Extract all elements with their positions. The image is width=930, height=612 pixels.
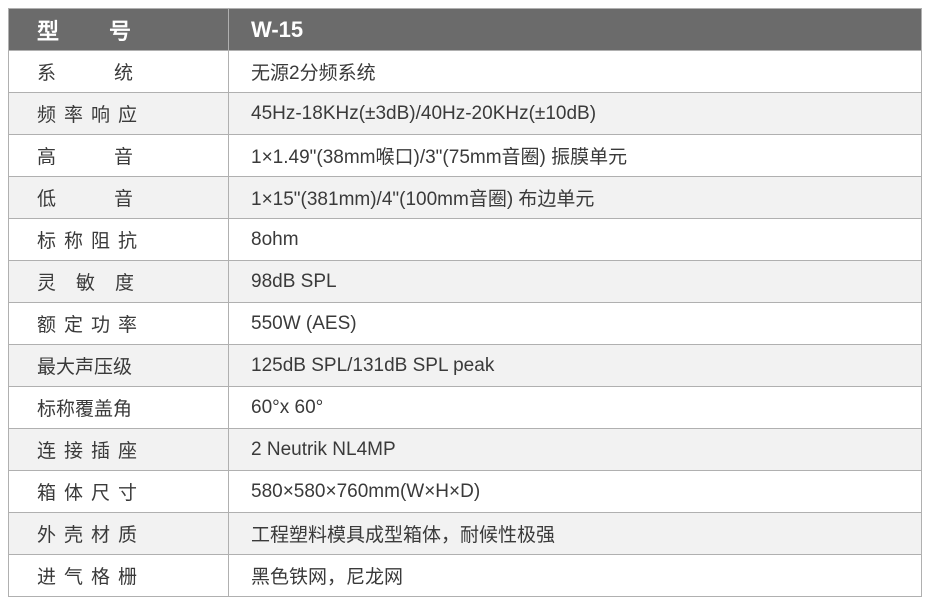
row-label: 灵敏度 [9, 261, 229, 303]
table-row: 进气格栅黑色铁网，尼龙网 [9, 555, 922, 597]
row-label: 箱体尺寸 [9, 471, 229, 513]
row-label: 高音 [9, 135, 229, 177]
row-value: 工程塑料模具成型箱体，耐候性极强 [229, 513, 922, 555]
row-label: 标称覆盖角 [9, 387, 229, 429]
row-label: 进气格栅 [9, 555, 229, 597]
row-value: 60°x 60° [229, 387, 922, 429]
table-body: 系统无源2分频系统频率响应45Hz-18KHz(±3dB)/40Hz-20KHz… [9, 51, 922, 597]
table-row: 连接插座2 Neutrik NL4MP [9, 429, 922, 471]
row-label: 连接插座 [9, 429, 229, 471]
row-label: 最大声压级 [9, 345, 229, 387]
table-row: 灵敏度98dB SPL [9, 261, 922, 303]
row-value: 2 Neutrik NL4MP [229, 429, 922, 471]
table-row: 箱体尺寸580×580×760mm(W×H×D) [9, 471, 922, 513]
row-value: 无源2分频系统 [229, 51, 922, 93]
row-label: 系统 [9, 51, 229, 93]
row-label: 频率响应 [9, 93, 229, 135]
table-row: 高音1×1.49"(38mm喉口)/3"(75mm音圈) 振膜单元 [9, 135, 922, 177]
row-label: 额定功率 [9, 303, 229, 345]
row-value: 550W (AES) [229, 303, 922, 345]
table-row: 系统无源2分频系统 [9, 51, 922, 93]
row-label: 低音 [9, 177, 229, 219]
table-row: 外壳材质工程塑料模具成型箱体，耐候性极强 [9, 513, 922, 555]
row-label: 标称阻抗 [9, 219, 229, 261]
row-value: 1×15"(381mm)/4"(100mm音圈) 布边单元 [229, 177, 922, 219]
row-value: 45Hz-18KHz(±3dB)/40Hz-20KHz(±10dB) [229, 93, 922, 135]
table-row: 低音1×15"(381mm)/4"(100mm音圈) 布边单元 [9, 177, 922, 219]
table-row: 标称覆盖角60°x 60° [9, 387, 922, 429]
row-value: 580×580×760mm(W×H×D) [229, 471, 922, 513]
row-value: 黑色铁网，尼龙网 [229, 555, 922, 597]
row-label: 外壳材质 [9, 513, 229, 555]
table-row: 额定功率550W (AES) [9, 303, 922, 345]
header-value: W-15 [229, 9, 922, 51]
table-row: 标称阻抗8ohm [9, 219, 922, 261]
row-value: 1×1.49"(38mm喉口)/3"(75mm音圈) 振膜单元 [229, 135, 922, 177]
header-label: 型号 [9, 9, 229, 51]
row-value: 8ohm [229, 219, 922, 261]
table-row: 最大声压级125dB SPL/131dB SPL peak [9, 345, 922, 387]
row-value: 98dB SPL [229, 261, 922, 303]
table-row: 频率响应45Hz-18KHz(±3dB)/40Hz-20KHz(±10dB) [9, 93, 922, 135]
row-value: 125dB SPL/131dB SPL peak [229, 345, 922, 387]
spec-table: 型号 W-15 系统无源2分频系统频率响应45Hz-18KHz(±3dB)/40… [8, 8, 922, 597]
table-header-row: 型号 W-15 [9, 9, 922, 51]
